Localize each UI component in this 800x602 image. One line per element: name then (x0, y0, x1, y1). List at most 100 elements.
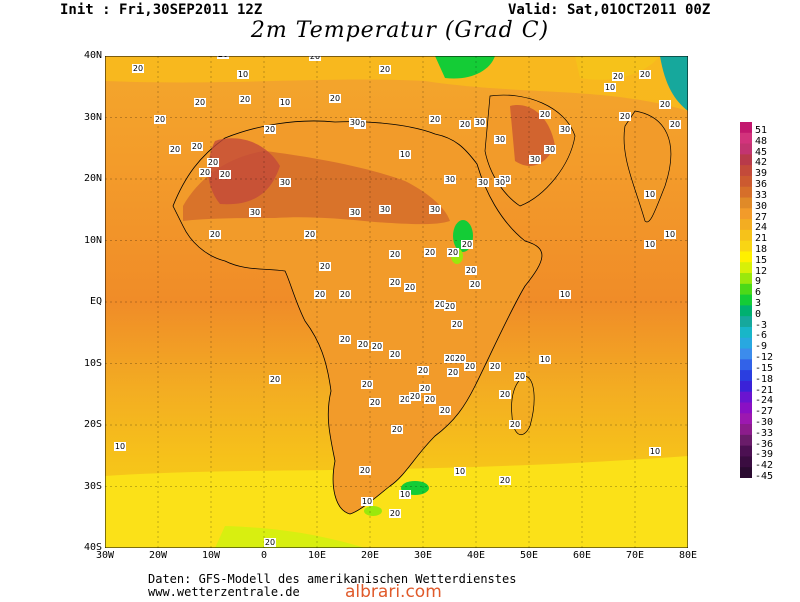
contour-label: 20 (399, 395, 411, 404)
svg-text:10: 10 (540, 355, 550, 364)
map-title: 2m Temperatur (Grad C) (250, 18, 550, 43)
colorbar-swatch (740, 434, 752, 447)
contour-label: 20 (464, 362, 476, 371)
colorbar-swatch (740, 197, 752, 209)
colorbar-swatch (740, 445, 752, 457)
colorbar-label: 21 (755, 233, 768, 245)
contour-label: 20 (239, 95, 251, 104)
svg-text:30: 30 (560, 125, 570, 134)
svg-text:20: 20 (466, 266, 476, 275)
svg-text:30: 30 (495, 135, 505, 144)
colorbar-label: -21 (755, 384, 774, 396)
lon-label: 50E (519, 550, 539, 561)
lat-label: EQ (89, 296, 102, 307)
svg-text:20: 20 (490, 362, 500, 371)
colorbar-swatch (740, 413, 752, 425)
temperature-map[interactable]: 2020102020202020202020202010101020202020… (105, 56, 688, 548)
contour-label: 20 (489, 362, 501, 371)
svg-text:20: 20 (430, 115, 440, 124)
colorbar-swatch (740, 229, 752, 242)
contour-label: 20 (361, 380, 373, 389)
svg-text:30: 30 (475, 118, 485, 127)
svg-text:20: 20 (208, 158, 218, 167)
contour-label: 20 (264, 125, 276, 134)
svg-text:20: 20 (400, 395, 410, 404)
colorbar-swatch (740, 294, 752, 306)
contour-label: 20 (419, 384, 431, 393)
svg-text:20: 20 (500, 476, 510, 485)
svg-text:20: 20 (362, 380, 372, 389)
contour-label: 20 (371, 342, 383, 351)
svg-text:30: 30 (280, 178, 290, 187)
colorbar-label: 0 (755, 308, 762, 320)
website-url[interactable]: www.wetterzentrale.de (148, 585, 300, 599)
contour-label: 20 (191, 142, 203, 151)
contour-label: 20 (319, 262, 331, 271)
contour-label: 30 (559, 125, 571, 134)
svg-text:20: 20 (380, 65, 390, 74)
svg-text:20: 20 (465, 362, 475, 371)
contour-label: 20 (409, 392, 421, 401)
lat-label: 40N (83, 50, 102, 61)
colorbar-label: 3 (755, 298, 762, 309)
contour-label: 20 (439, 406, 451, 415)
svg-text:20: 20 (220, 170, 230, 179)
svg-text:10: 10 (400, 490, 410, 499)
svg-text:20: 20 (370, 398, 380, 407)
contour-label: 20 (207, 158, 219, 167)
contour-label: 20 (389, 509, 401, 518)
contour-label: 20 (269, 375, 281, 384)
data-source: Daten: GFS-Modell des amerikanischen Wet… (148, 572, 517, 586)
lat-label: 30N (83, 111, 102, 123)
lon-label: 40E (466, 550, 486, 561)
lon-label: 70E (625, 550, 645, 561)
contour-label: 20 (314, 290, 326, 299)
colorbar-label: 30 (755, 200, 768, 212)
colorbar-swatch (740, 122, 752, 134)
lon-label: 0 (260, 550, 268, 561)
svg-text:30: 30 (530, 155, 540, 164)
colorbar-label: -12 (755, 352, 774, 364)
svg-text:30: 30 (380, 205, 390, 214)
contour-label: 20 (461, 240, 473, 249)
colorbar-label: 9 (755, 276, 762, 288)
colorbar-swatch (740, 456, 752, 468)
colorbar-swatch (740, 337, 752, 350)
contour-label: 30 (379, 205, 391, 214)
valid-time: Valid: Sat,01OCT2011 00Z (508, 2, 711, 18)
colorbar-label: -42 (755, 460, 774, 472)
colorbar-label: -3 (755, 319, 768, 331)
colorbar-swatch (740, 262, 752, 274)
contour-label: 20 (357, 340, 369, 349)
contour-label: 30 (494, 178, 506, 187)
svg-text:20: 20 (390, 250, 400, 259)
lon-label: 80E (678, 550, 698, 561)
contour-label: 20 (389, 250, 401, 259)
svg-text:20: 20 (660, 100, 670, 109)
colorbar-label: 48 (755, 135, 768, 147)
svg-text:30: 30 (495, 178, 505, 187)
svg-text:10: 10 (650, 447, 660, 456)
contour-label: 30 (429, 205, 441, 214)
contour-label: 20 (424, 395, 436, 404)
lat-label: 20N (83, 173, 102, 184)
colorbar-label: -30 (755, 416, 774, 428)
contour-label: 10 (114, 442, 126, 451)
svg-text:10: 10 (362, 497, 372, 506)
contour-label: 20 (447, 368, 459, 377)
contour-label: 10 (454, 467, 466, 476)
svg-text:30: 30 (350, 208, 360, 217)
svg-text:10: 10 (645, 190, 655, 199)
contour-label: 10 (649, 447, 661, 456)
contour-label: 20 (612, 72, 624, 81)
svg-text:20: 20 (195, 98, 205, 107)
temperature-colorbar (740, 122, 752, 478)
contour-label: 20 (499, 390, 511, 399)
africa-landmass (172, 120, 543, 515)
colorbar-swatch (740, 240, 752, 252)
svg-text:20: 20 (418, 366, 428, 375)
contour-label: 30 (477, 178, 489, 187)
contour-label: 20 (404, 283, 416, 292)
svg-text:20: 20 (390, 350, 400, 359)
lon-label: 30E (413, 550, 433, 561)
